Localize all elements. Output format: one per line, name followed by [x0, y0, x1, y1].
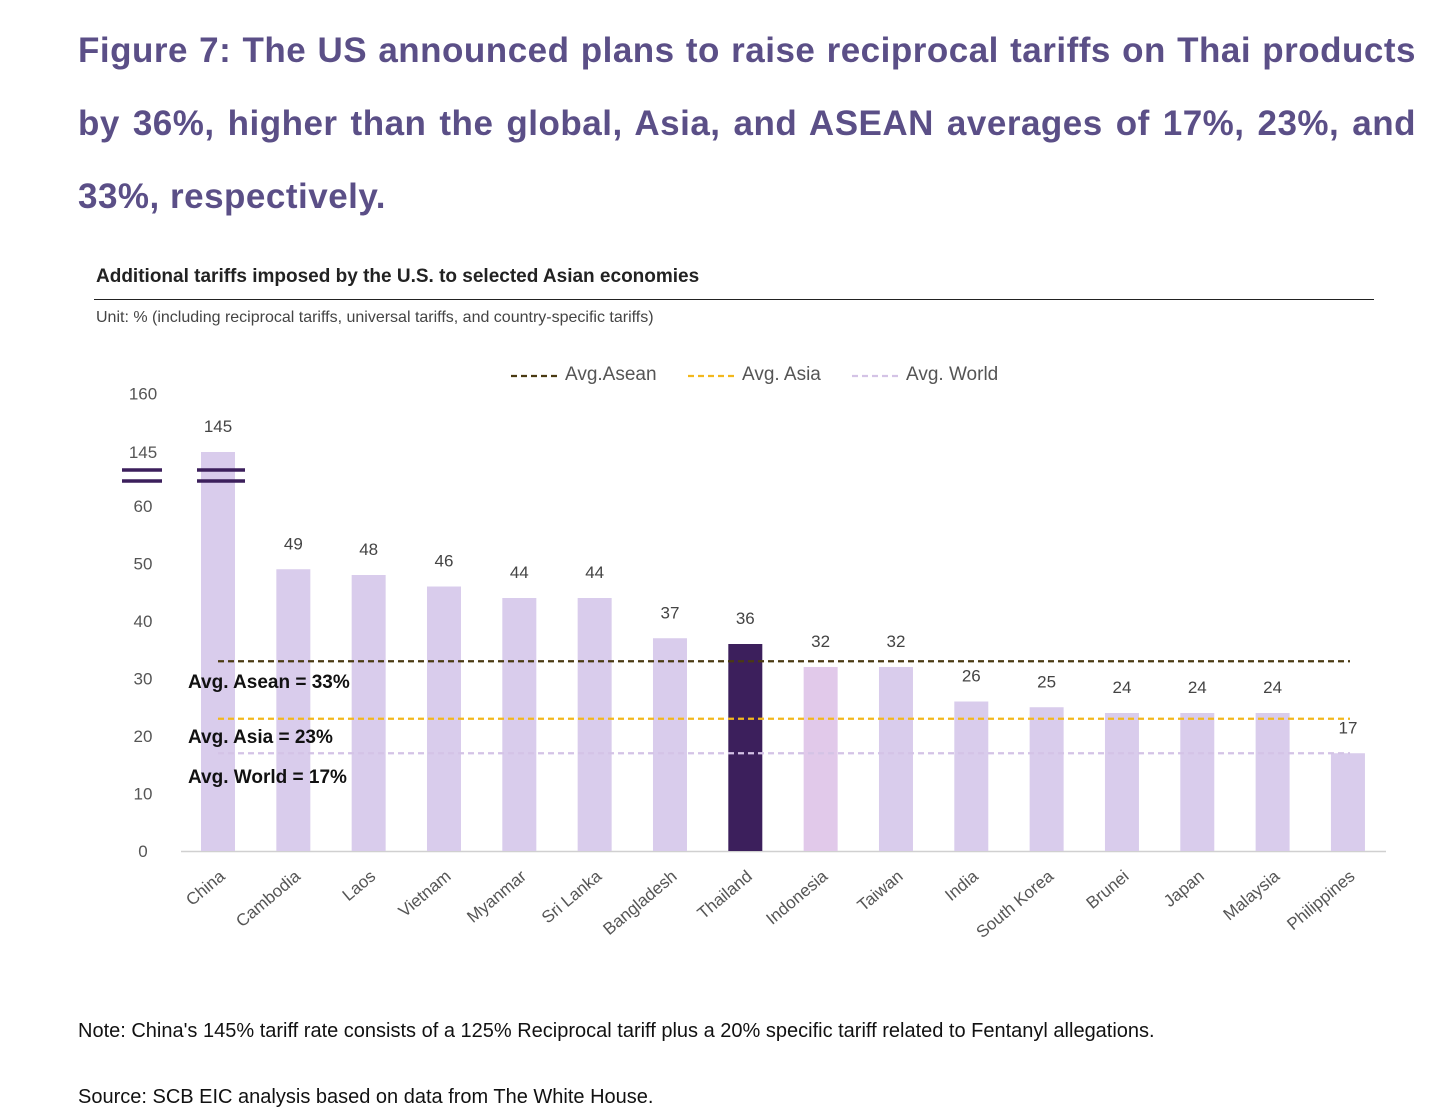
x-category-label: Brunei	[1083, 867, 1133, 913]
bar-bangladesh	[652, 638, 687, 851]
y-tick-label: 10	[134, 785, 153, 804]
x-category-label: Malaysia	[1220, 866, 1284, 924]
bar-value-label: 17	[1338, 718, 1357, 737]
bars-group	[201, 452, 1365, 851]
y-tick-label: 160	[129, 385, 157, 404]
bar-value-label: 24	[1188, 678, 1207, 697]
bar-value-label: 32	[811, 632, 830, 651]
bar-value-label: 49	[284, 534, 303, 553]
bar-cambodia	[276, 569, 311, 851]
bar-indonesia	[803, 667, 838, 851]
legend: Avg.Asean Avg. Asia Avg. World	[511, 364, 998, 385]
reference-annotation: Avg. Asean = 33%	[188, 672, 350, 693]
bar-value-label: 26	[962, 667, 981, 686]
y-tick-label: 40	[134, 612, 153, 631]
y-tick-label: 20	[134, 727, 153, 746]
bar-value-label: 36	[736, 609, 755, 628]
bar-philippines	[1330, 753, 1365, 851]
bar-india	[954, 701, 989, 851]
legend-label: Avg. Asia	[742, 364, 821, 385]
bar-malaysia	[1255, 713, 1290, 851]
bar-value-label: 37	[661, 603, 680, 622]
x-category-label: China	[182, 866, 229, 909]
bar-south-korea	[1029, 707, 1064, 851]
y-tick-label: 0	[138, 842, 147, 861]
figure-title: Figure 7: The US announced plans to rais…	[78, 31, 1416, 216]
bar-japan	[1180, 713, 1215, 851]
x-category-label: Thailand	[694, 867, 756, 923]
x-category-label: Indonesia	[763, 866, 832, 928]
bar-sri-lanka	[577, 598, 612, 851]
x-category-label: Vietnam	[395, 867, 455, 921]
y-tick-label: 30	[134, 670, 153, 689]
bar-value-label: 25	[1037, 672, 1056, 691]
x-category-label: Taiwan	[854, 867, 907, 916]
bar-value-label: 24	[1263, 678, 1282, 697]
bar-taiwan	[878, 667, 913, 851]
bar-value-label: 24	[1112, 678, 1131, 697]
bar-value-label: 46	[435, 552, 454, 571]
legend-label: Avg.Asean	[565, 364, 657, 385]
bar-thailand	[728, 644, 763, 851]
bar-china	[201, 452, 235, 851]
legend-label: Avg. World	[906, 364, 998, 385]
reference-lines-group	[218, 660, 1350, 755]
bar-value-label: 145	[204, 417, 232, 436]
reference-annotation: Avg. World = 17%	[188, 767, 347, 788]
reference-annotation: Avg. Asia = 23%	[188, 727, 333, 748]
x-category-label: Cambodia	[232, 866, 304, 931]
y-tick-label: 50	[134, 555, 153, 574]
x-category-label: Myanmar	[463, 866, 530, 926]
y-tick-label: 60	[134, 497, 153, 516]
x-category-label: Philippines	[1283, 867, 1358, 934]
chart-subtitle: Unit: % (including reciprocal tariffs, u…	[96, 309, 654, 326]
bar-myanmar	[502, 598, 537, 851]
chart-title: Additional tariffs imposed by the U.S. t…	[96, 266, 700, 287]
x-category-label: South Korea	[973, 866, 1058, 942]
x-category-label: India	[941, 866, 982, 905]
bar-value-label: 44	[510, 563, 529, 582]
x-category-label: Sri Lanka	[538, 866, 606, 927]
title-divider	[94, 299, 1374, 300]
chart-note: Note: China's 145% tariff rate consists …	[78, 1020, 1155, 1042]
bar-value-label: 32	[887, 632, 906, 651]
bar-brunei	[1104, 713, 1139, 851]
bar-value-label: 44	[585, 563, 604, 582]
x-category-label: Japan	[1160, 867, 1208, 911]
y-tick-label: 145	[129, 443, 157, 462]
chart-source: Source: SCB EIC analysis based on data f…	[78, 1086, 654, 1108]
bar-value-label: 48	[359, 540, 378, 559]
x-category-label: Laos	[339, 867, 379, 905]
bar-laos	[351, 575, 386, 851]
x-category-label: Bangladesh	[600, 867, 681, 939]
